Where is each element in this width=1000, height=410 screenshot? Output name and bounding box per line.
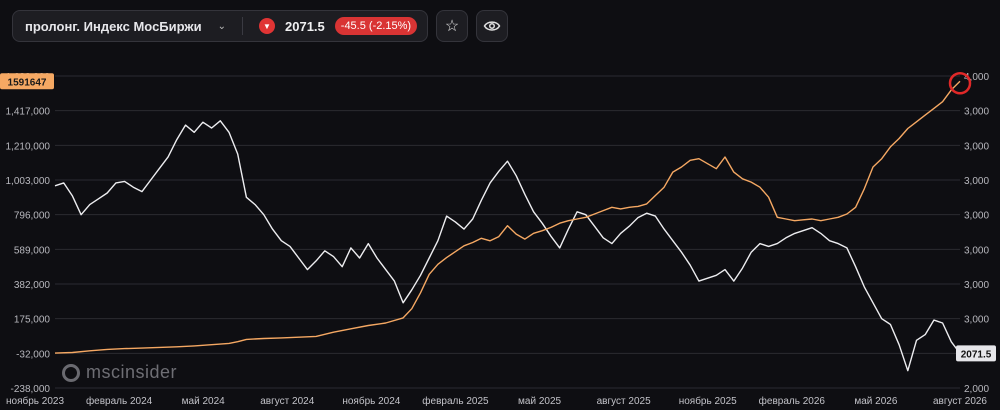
left-axis-tick: 382,000 <box>14 280 51 291</box>
x-axis-tick: август 2025 <box>597 396 651 407</box>
right-axis-tick: 3,000 <box>964 141 989 152</box>
watermark-logo: mscinsider <box>62 362 177 383</box>
right-axis-tick: 3,000 <box>964 176 989 187</box>
right-axis-tick: 3,000 <box>964 245 989 256</box>
x-axis-tick: ноябрь 2024 <box>342 395 400 407</box>
current-price: 2071.5 <box>285 18 325 34</box>
right-axis-tick: 3,000 <box>964 211 989 222</box>
left-last-value-badge <box>0 73 54 90</box>
eye-icon <box>483 21 501 31</box>
right-axis-tick: 3,000 <box>964 107 989 118</box>
x-axis-tick: ноябрь 2025 <box>679 395 737 407</box>
triangle-down-icon: ▼ <box>259 18 276 34</box>
left-axis-tick: 1,003,000 <box>6 176 51 187</box>
x-axis-tick: май 2024 <box>182 396 225 407</box>
left-axis-tick: -238,000 <box>11 384 51 395</box>
right-last-value-badge <box>956 345 996 362</box>
favorite-button[interactable]: ☆ <box>436 10 469 42</box>
visibility-button[interactable] <box>476 10 509 42</box>
left-axis-tick: 796,000 <box>14 211 51 222</box>
right-last-value-label: 2071.5 <box>961 349 992 360</box>
left-axis-tick: -32,000 <box>16 349 50 360</box>
orange-series-line <box>54 80 961 354</box>
endpoint-marker-circle <box>948 72 972 95</box>
x-axis-tick: август 2024 <box>260 396 314 407</box>
x-axis-tick: февраль 2026 <box>759 395 826 407</box>
instrument-selector[interactable]: пролонг. Индекс МосБиржи ⌄ ▼ 2071.5 -45.… <box>12 10 429 42</box>
x-axis-tick: февраль 2024 <box>86 395 153 407</box>
x-axis-tick: май 2026 <box>854 396 897 407</box>
price-change-badge: -45.5 (-2.15%) <box>334 17 418 35</box>
right-axis-tick: 3,000 <box>964 280 989 291</box>
left-axis-tick: 1,417,000 <box>6 107 51 118</box>
x-axis-tick: август 2026 <box>933 396 987 407</box>
x-axis-tick: февраль 2025 <box>422 395 489 407</box>
watermark-text: mscinsider <box>86 362 178 382</box>
divider <box>242 17 244 35</box>
x-axis-tick: ноябрь 2023 <box>6 395 64 407</box>
left-axis-tick: 1,210,000 <box>6 141 51 152</box>
left-axis-tick: 175,000 <box>14 315 51 326</box>
toolbar: пролонг. Индекс МосБиржи ⌄ ▼ 2071.5 -45.… <box>12 10 509 42</box>
msc-logo-icon <box>62 363 80 382</box>
white-series-line <box>54 120 961 372</box>
right-axis-tick: 2,000 <box>964 384 989 395</box>
left-last-value-label: 1591647 <box>8 77 47 88</box>
instrument-name: пролонг. Индекс МосБиржи <box>25 18 202 34</box>
chevron-down-icon[interactable]: ⌄ <box>217 20 227 32</box>
x-axis-tick: май 2025 <box>518 396 561 407</box>
right-axis-tick: 3,000 <box>964 315 989 326</box>
right-axis-tick: 4,000 <box>964 72 989 83</box>
left-axis-tick: 589,000 <box>14 245 51 256</box>
star-icon: ☆ <box>444 18 460 35</box>
